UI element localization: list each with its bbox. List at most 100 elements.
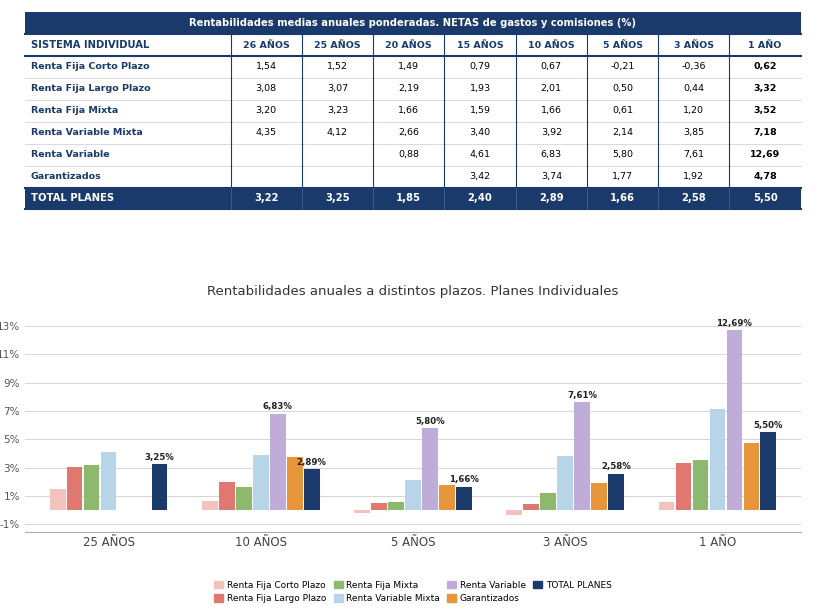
Bar: [439, 485, 455, 510]
Text: 1,85: 1,85: [396, 194, 421, 203]
Text: 3,20: 3,20: [255, 106, 277, 115]
Bar: [729, 188, 800, 210]
Bar: [151, 464, 168, 510]
Text: 7,61%: 7,61%: [567, 391, 597, 400]
Bar: [710, 409, 725, 510]
Bar: [515, 188, 587, 210]
Text: Renta Fija Mixta: Renta Fija Mixta: [31, 106, 118, 115]
Text: 0,88: 0,88: [398, 150, 420, 159]
Bar: [506, 510, 522, 516]
Text: 0,61: 0,61: [612, 106, 633, 115]
Text: 5,80: 5,80: [612, 150, 633, 159]
Bar: [388, 502, 404, 510]
Text: -0,36: -0,36: [681, 62, 706, 71]
Text: 1,59: 1,59: [469, 106, 491, 115]
Bar: [574, 403, 590, 510]
Text: 1 AÑO: 1 AÑO: [748, 40, 781, 49]
Text: 1,20: 1,20: [683, 106, 705, 115]
Text: 2,01: 2,01: [541, 84, 562, 93]
Text: 0,67: 0,67: [541, 62, 562, 71]
Text: 2,40: 2,40: [468, 194, 492, 203]
Bar: [270, 414, 286, 510]
Text: 3,25%: 3,25%: [145, 453, 174, 462]
Bar: [304, 469, 320, 510]
Text: 1,93: 1,93: [469, 84, 491, 93]
Text: 2,14: 2,14: [612, 128, 633, 137]
Text: 3,40: 3,40: [469, 128, 491, 137]
Text: 1,54: 1,54: [256, 62, 277, 71]
Text: 6,83: 6,83: [541, 150, 562, 159]
Text: 6,83%: 6,83%: [263, 402, 292, 411]
Text: 2,58: 2,58: [681, 194, 706, 203]
Text: 1,49: 1,49: [398, 62, 420, 71]
Text: 5,50%: 5,50%: [753, 421, 783, 430]
Bar: [587, 188, 658, 210]
Text: 4,12: 4,12: [327, 128, 348, 137]
Text: 1,52: 1,52: [327, 62, 348, 71]
Bar: [373, 188, 444, 210]
Text: TOTAL PLANES: TOTAL PLANES: [31, 194, 114, 203]
Text: 12,69%: 12,69%: [716, 319, 752, 328]
Text: 26 AÑOS: 26 AÑOS: [243, 40, 290, 49]
Text: 4,61: 4,61: [469, 150, 491, 159]
Text: SISTEMA INDIVIDUAL: SISTEMA INDIVIDUAL: [31, 40, 150, 50]
Text: Renta Variable Mixta: Renta Variable Mixta: [31, 128, 143, 137]
Text: 0,44: 0,44: [683, 84, 705, 93]
Bar: [456, 487, 472, 510]
Text: 1,66: 1,66: [541, 106, 562, 115]
Bar: [608, 474, 624, 510]
Bar: [101, 452, 116, 510]
Bar: [405, 480, 421, 510]
Text: 3,32: 3,32: [753, 84, 776, 93]
Text: 1,66%: 1,66%: [449, 475, 479, 485]
Bar: [524, 504, 539, 510]
Bar: [354, 510, 370, 513]
Bar: [230, 188, 301, 210]
Text: 3,42: 3,42: [469, 172, 491, 181]
Text: Garantizados: Garantizados: [31, 172, 102, 181]
Bar: [658, 502, 675, 510]
Text: 1,77: 1,77: [612, 172, 633, 181]
Text: 3,22: 3,22: [254, 194, 278, 203]
Bar: [67, 467, 83, 510]
Text: 1,92: 1,92: [683, 172, 705, 181]
Text: 4,35: 4,35: [255, 128, 277, 137]
Text: 2,58%: 2,58%: [601, 462, 631, 471]
Text: 3,92: 3,92: [541, 128, 562, 137]
Bar: [253, 455, 268, 510]
Bar: [591, 483, 607, 510]
Bar: [219, 482, 235, 510]
Text: 0,62: 0,62: [753, 62, 777, 71]
Bar: [676, 463, 691, 510]
Bar: [83, 464, 99, 510]
Text: Renta Fija Largo Plazo: Renta Fija Largo Plazo: [31, 84, 150, 93]
Text: 1,66: 1,66: [610, 194, 635, 203]
Text: 7,18: 7,18: [753, 128, 777, 137]
Text: 3 AÑOS: 3 AÑOS: [674, 40, 714, 49]
Text: 3,08: 3,08: [255, 84, 277, 93]
Text: Rentabilidades medias anuales ponderadas. NETAS de gastos y comisiones (%): Rentabilidades medias anuales ponderadas…: [189, 18, 636, 28]
Text: 0,79: 0,79: [469, 62, 491, 71]
Bar: [301, 188, 373, 210]
Text: 15 AÑOS: 15 AÑOS: [457, 40, 503, 49]
Bar: [50, 489, 65, 510]
Text: 4,78: 4,78: [753, 172, 777, 181]
Text: 3,74: 3,74: [541, 172, 562, 181]
Text: 2,89: 2,89: [539, 194, 563, 203]
Text: 20 AÑOS: 20 AÑOS: [386, 40, 432, 49]
Bar: [422, 428, 438, 510]
Text: 2,89%: 2,89%: [297, 458, 326, 467]
Text: 1,66: 1,66: [398, 106, 420, 115]
Bar: [25, 188, 230, 210]
Legend: Renta Fija Corto Plazo, Renta Fija Largo Plazo, Renta Fija Mixta, Renta Variable: Renta Fija Corto Plazo, Renta Fija Largo…: [211, 577, 615, 607]
Bar: [25, 12, 800, 34]
Bar: [236, 487, 252, 510]
Title: Rentabilidades anuales a distintos plazos. Planes Individuales: Rentabilidades anuales a distintos plazo…: [207, 285, 619, 298]
Text: 2,66: 2,66: [398, 128, 420, 137]
Text: 10 AÑOS: 10 AÑOS: [528, 40, 575, 49]
Bar: [693, 461, 709, 510]
Text: 3,23: 3,23: [327, 106, 348, 115]
Text: 2,19: 2,19: [398, 84, 420, 93]
Bar: [287, 457, 302, 510]
Text: 5,80%: 5,80%: [415, 417, 444, 425]
